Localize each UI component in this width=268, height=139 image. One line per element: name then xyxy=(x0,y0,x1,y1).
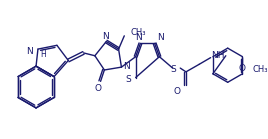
Text: N: N xyxy=(102,32,109,41)
Text: O: O xyxy=(174,87,181,96)
Text: O: O xyxy=(239,64,246,73)
Text: N: N xyxy=(157,33,164,42)
Text: S: S xyxy=(125,75,131,84)
Text: N: N xyxy=(27,47,33,56)
Text: CH₃: CH₃ xyxy=(131,28,146,38)
Text: O: O xyxy=(94,84,101,92)
Text: CH₃: CH₃ xyxy=(253,65,268,75)
Text: H: H xyxy=(40,50,46,59)
Text: NH: NH xyxy=(211,51,225,60)
Text: N: N xyxy=(135,33,142,42)
Text: S: S xyxy=(171,65,177,75)
Text: N: N xyxy=(123,62,129,71)
